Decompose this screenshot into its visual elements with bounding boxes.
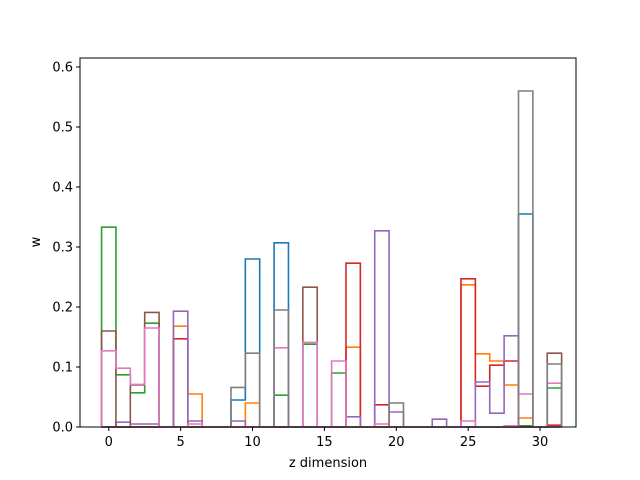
y-tick-label-0.2: 0.2 [52,301,73,316]
axes-frame [79,57,577,428]
x-tick-label-20: 20 [388,435,405,450]
y-tick-label-0.0: 0.0 [52,421,73,436]
x-tick-label-25: 25 [460,435,477,450]
axes-layer [79,57,577,428]
y-axis-ticks: 0.0 0.1 0.2 0.3 0.4 0.5 0.6 [52,61,80,436]
y-tick-label-0.1: 0.1 [52,361,73,376]
x-tick-label-30: 30 [532,435,549,450]
x-axis-ticks: 0 5 10 15 20 25 30 [105,427,549,450]
x-axis-title: z dimension [289,456,367,471]
x-tick-label-0: 0 [105,435,113,450]
y-tick-label-0.4: 0.4 [52,181,73,196]
x-tick-label-10: 10 [244,435,261,450]
plot-area [80,58,576,427]
y-tick-label-0.5: 0.5 [52,121,73,136]
y-axis-title: w [29,236,44,247]
y-tick-label-0.3: 0.3 [52,241,73,256]
y-tick-label-0.6: 0.6 [52,61,73,76]
x-tick-label-5: 5 [176,435,184,450]
x-tick-label-15: 15 [316,435,333,450]
